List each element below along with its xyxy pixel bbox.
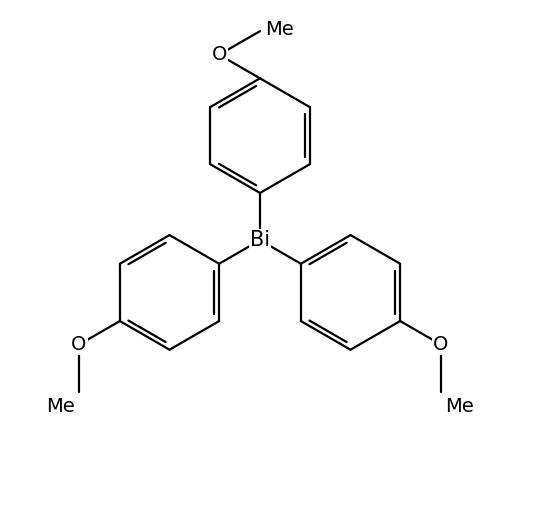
Text: Me: Me — [265, 20, 294, 39]
Text: O: O — [71, 335, 86, 354]
Text: O: O — [212, 45, 227, 64]
Text: Me: Me — [46, 397, 75, 416]
Text: Bi: Bi — [250, 230, 270, 250]
Text: Me: Me — [445, 397, 474, 416]
Text: O: O — [433, 335, 449, 354]
